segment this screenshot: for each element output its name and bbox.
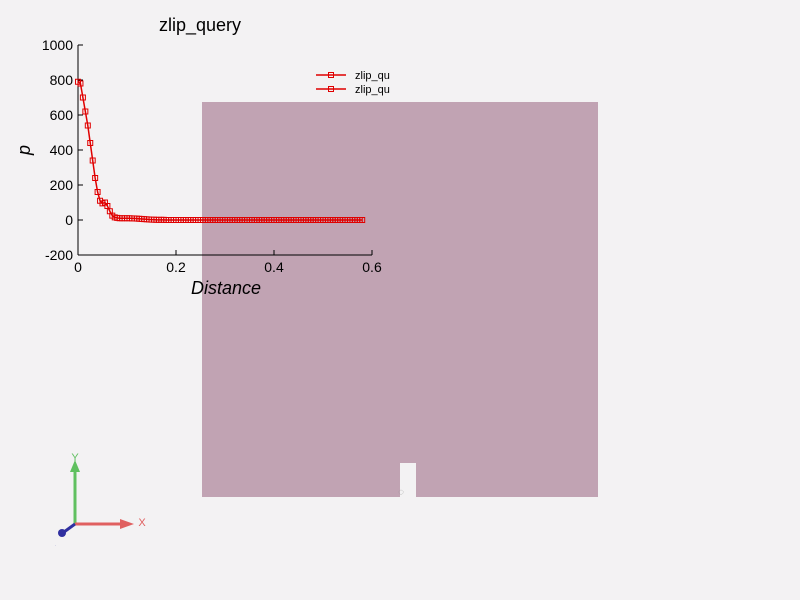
y-tick-label: 0 — [65, 212, 73, 228]
chart-title: zlip_query — [159, 15, 241, 36]
notch-marker: ◌ — [398, 487, 404, 498]
data-point — [94, 189, 101, 195]
legend-swatch-marker — [328, 86, 334, 92]
y-axis-label: p — [14, 145, 34, 156]
data-point — [87, 140, 94, 146]
triad-z-end — [58, 529, 66, 537]
x-tick-label: 0.6 — [362, 259, 382, 275]
triad-x-label: X — [138, 517, 146, 529]
x-axis-label: Distance — [191, 278, 261, 298]
mesh-notch — [400, 463, 416, 497]
data-point — [77, 80, 84, 87]
y-tick-label: 800 — [50, 72, 74, 88]
orientation-triad: Y X Z — [55, 452, 146, 547]
y-tick-label: 1000 — [42, 37, 73, 53]
x-tick-label: 0 — [74, 259, 82, 275]
legend-swatch-marker — [328, 72, 334, 78]
y-tick-label: 600 — [50, 107, 74, 123]
y-tick-label: 200 — [50, 177, 74, 193]
legend-label: zlip_qu — [355, 84, 390, 96]
triad-y-arrow — [70, 460, 80, 472]
data-point — [82, 108, 89, 115]
triad-x-arrow — [120, 519, 134, 529]
mesh-slab — [202, 102, 598, 497]
y-tick-label: 400 — [50, 142, 74, 158]
data-point — [359, 217, 366, 223]
y-tick-label: -200 — [45, 247, 73, 263]
series-line — [77, 81, 363, 221]
plot-legend: zlip_qu zlip_qu — [316, 70, 390, 96]
triad-z-axis — [63, 522, 76, 534]
data-point — [92, 175, 99, 181]
triad-z-label: Z — [55, 545, 56, 547]
legend-label: zlip_qu — [355, 70, 390, 82]
data-point — [89, 157, 96, 164]
data-point — [79, 94, 86, 101]
triad-y-label: Y — [71, 452, 79, 464]
x-tick-label: 0.4 — [264, 259, 284, 275]
plot-series — [75, 78, 366, 223]
x-tick-label: 0.2 — [166, 259, 186, 275]
data-point — [84, 122, 91, 129]
